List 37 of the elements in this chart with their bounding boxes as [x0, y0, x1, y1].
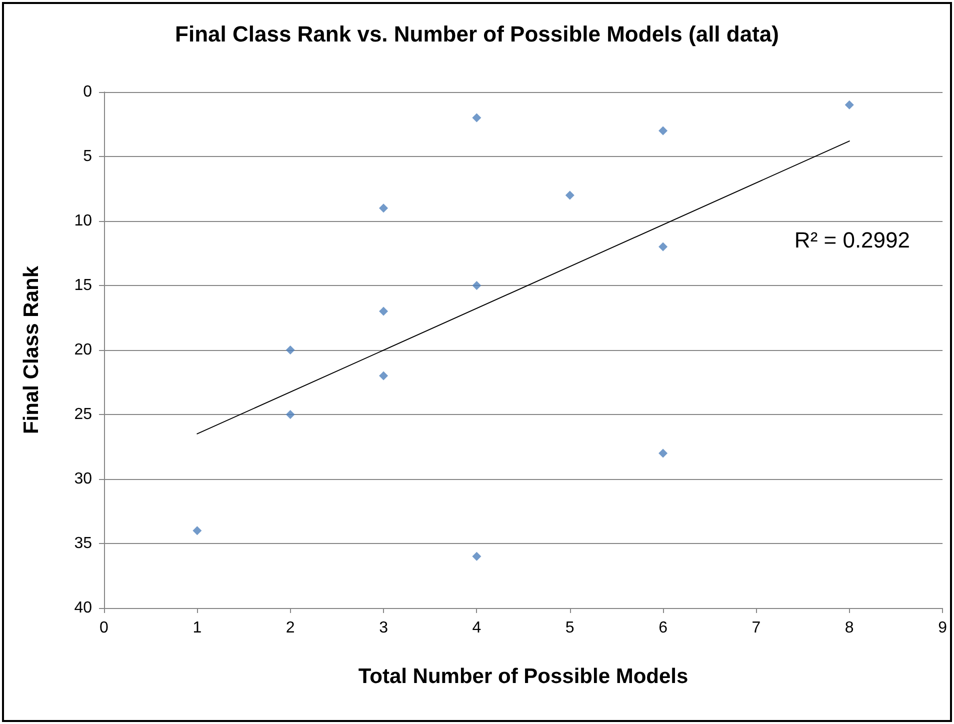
x-tick-label: 6: [658, 620, 668, 636]
point: [379, 306, 388, 316]
x-tick-label: 1: [192, 620, 202, 636]
point: [286, 346, 295, 354]
x-tick-label: 4: [472, 620, 482, 636]
y-tick-label: 30: [74, 470, 92, 488]
x-tick-label: 3: [379, 620, 388, 636]
point: [472, 113, 482, 122]
point: [658, 242, 668, 252]
x-tick-label: 7: [752, 620, 761, 636]
y-axis-title: Final Class Rank: [20, 266, 43, 434]
point: [379, 204, 388, 213]
point: [472, 552, 482, 561]
x-tick-label: 2: [286, 620, 295, 636]
annotation: R² = 0.2992: [794, 228, 910, 252]
y-tick-label: 35: [74, 535, 92, 552]
y-tick-label: 25: [74, 406, 92, 423]
y-tick-label: 5: [83, 148, 92, 165]
point: [658, 126, 668, 136]
x-tick-label: 0: [100, 620, 109, 636]
chart-title: Final Class Rank vs. Number of Possible Models (all data): [175, 22, 779, 46]
x-tick-label: 9: [938, 620, 948, 636]
y-tick-label: 20: [74, 342, 92, 358]
point: [658, 448, 668, 458]
y-tick-label: 40: [74, 600, 92, 616]
point: [565, 190, 574, 200]
x-tick-label: 5: [565, 620, 574, 636]
x-tick-label: 8: [844, 620, 854, 636]
point: [286, 410, 295, 419]
point: [379, 371, 388, 380]
y-tick-label: 15: [74, 277, 92, 294]
x-axis-title: Total Number of Possible Models: [358, 665, 688, 688]
y-tick-label: 10: [74, 212, 92, 230]
point: [192, 526, 202, 536]
point: [472, 281, 482, 290]
point: [844, 100, 854, 110]
y-tick-label: 0: [83, 84, 92, 100]
